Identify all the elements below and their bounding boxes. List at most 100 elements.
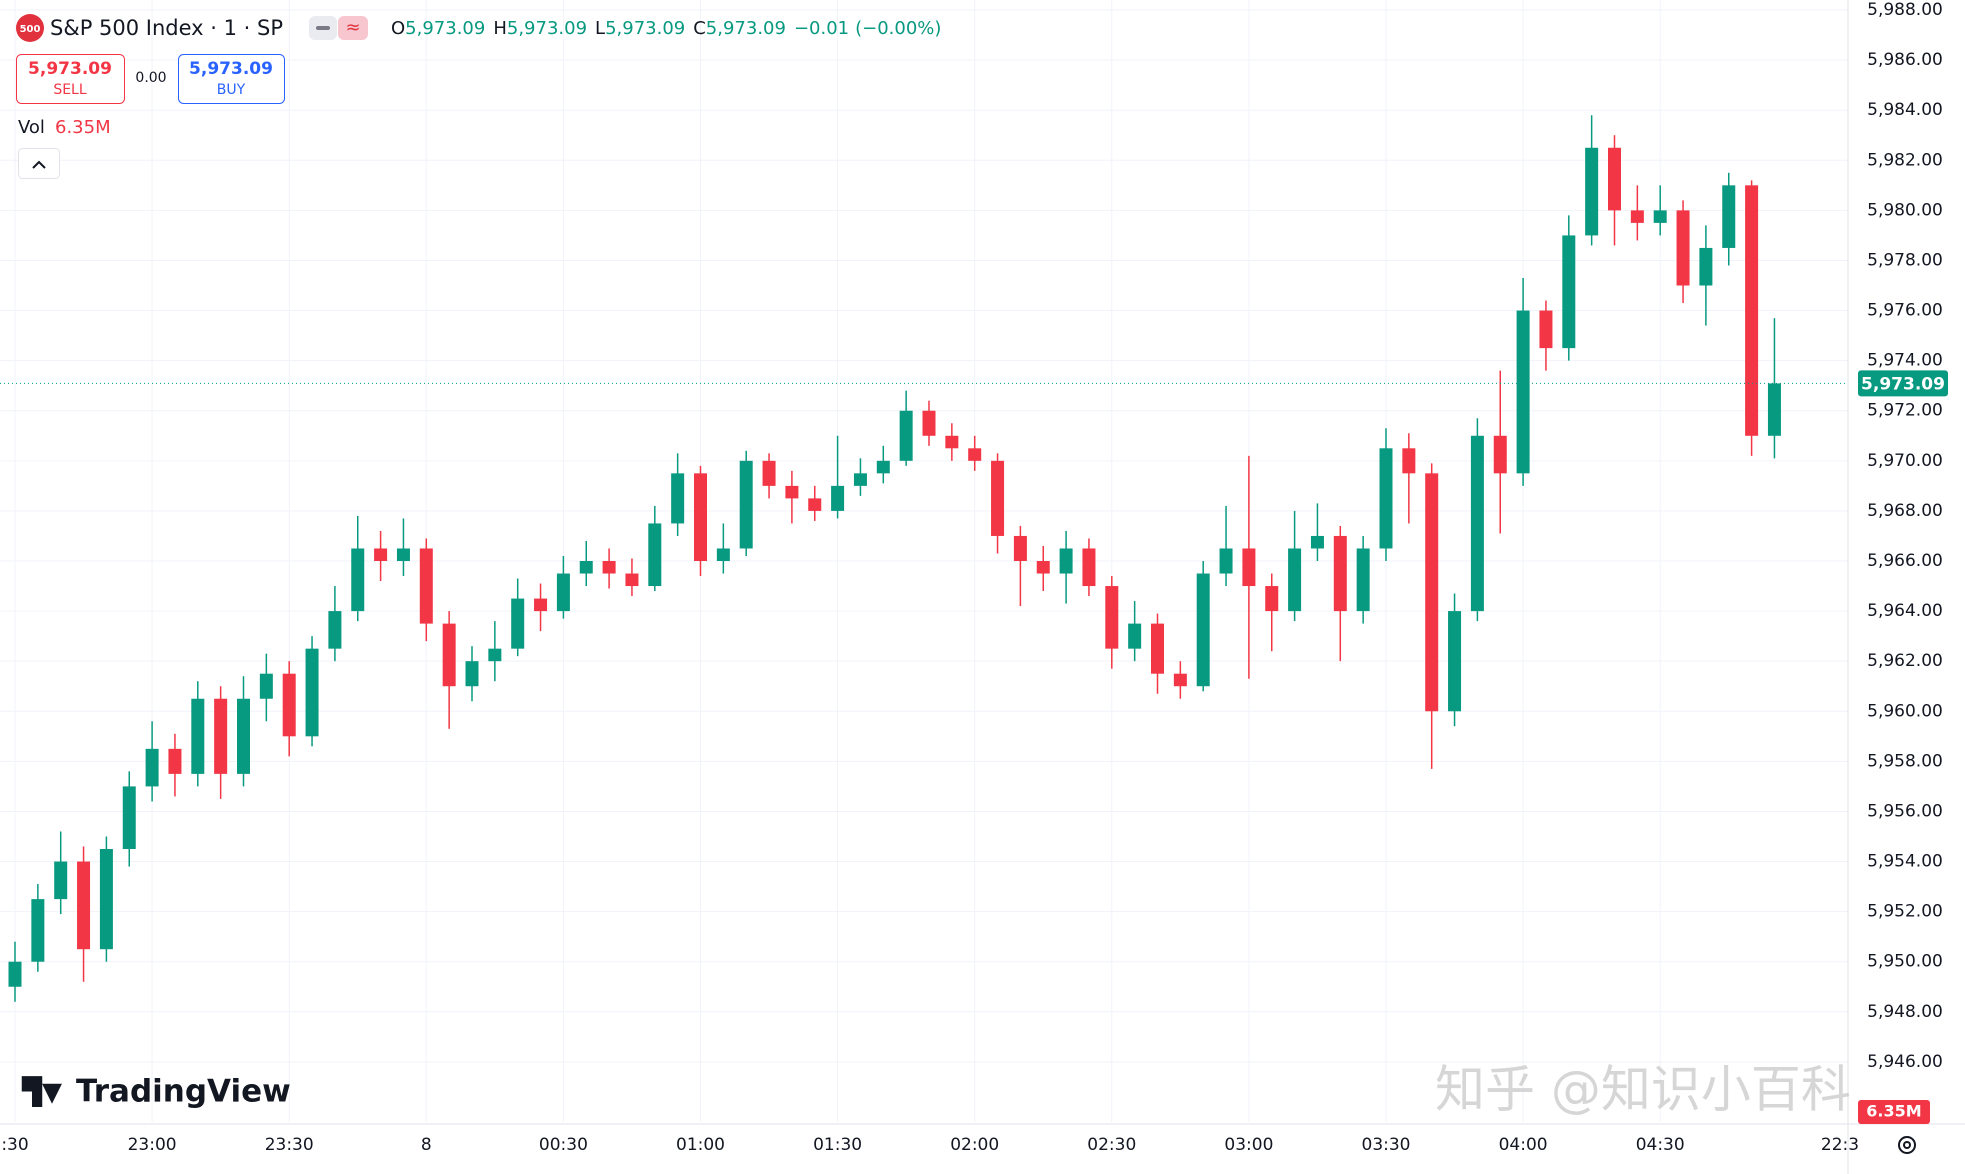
ohlc-legend: O5,973.09 H5,973.09 L5,973.09 C5,973.09 −0.0… xyxy=(391,18,941,39)
volume-label: Vol xyxy=(18,117,45,138)
candle-body xyxy=(922,410,936,436)
buy-price: 5,973.09 xyxy=(189,59,273,79)
candle-body xyxy=(945,435,959,449)
x-tick-label: 8 xyxy=(421,1135,432,1155)
candle-body xyxy=(168,748,182,774)
collapse-button[interactable] xyxy=(18,148,60,179)
candle-body xyxy=(1265,586,1279,612)
candle-body xyxy=(739,460,753,549)
x-tick-label: 04:30 xyxy=(1636,1135,1685,1155)
y-tick-label: 5,948.00 xyxy=(1867,1002,1943,1022)
candle-body xyxy=(579,561,593,574)
candle-body xyxy=(122,786,136,850)
y-tick-label: 5,952.00 xyxy=(1867,902,1943,922)
brand-watermark: TradingView xyxy=(76,1074,291,1110)
candle-body xyxy=(305,648,319,737)
toggle-icon xyxy=(316,26,330,30)
buy-label: BUY xyxy=(217,82,246,98)
logo-text: 500 xyxy=(20,24,41,35)
candle-body xyxy=(1562,235,1576,349)
compare-icon: ≈ xyxy=(345,17,360,38)
candle-body xyxy=(328,611,342,649)
candle-body xyxy=(899,410,913,461)
candle-body xyxy=(1493,435,1507,474)
ohlc-value: 5,973.09 xyxy=(405,18,485,39)
sell-button[interactable] xyxy=(16,54,125,104)
candle-body xyxy=(853,473,867,486)
candle-body xyxy=(648,523,662,587)
y-tick-label: 5,976.00 xyxy=(1867,301,1943,321)
y-tick-label: 5,950.00 xyxy=(1867,952,1943,972)
change-pct: (−0.00%) xyxy=(855,18,941,39)
candle-body xyxy=(831,485,845,511)
candle-body xyxy=(1173,673,1187,687)
candle-body xyxy=(1722,185,1736,248)
candle-body xyxy=(442,623,456,687)
y-tick-label: 5,954.00 xyxy=(1867,852,1943,872)
y-tick-label: 5,964.00 xyxy=(1867,601,1943,621)
candle-body xyxy=(214,698,228,774)
source-watermark: 知乎 @知识小百科 xyxy=(1435,1061,1851,1119)
last-price-label: 5,973.09 xyxy=(1861,374,1945,394)
y-tick-label: 5,956.00 xyxy=(1867,801,1943,821)
candle-body xyxy=(1105,586,1119,649)
symbol-title[interactable]: S&P 500 Index · 1 · SP xyxy=(50,16,283,40)
ohlc-label: O xyxy=(391,18,405,39)
y-tick-label: 5,962.00 xyxy=(1867,651,1943,671)
candle-body xyxy=(8,961,22,987)
candle-body xyxy=(1630,210,1644,223)
ohlc-label: H xyxy=(493,18,507,39)
candle-body xyxy=(1356,548,1370,612)
settings-button[interactable] xyxy=(1898,1136,1916,1154)
volume-value: 6.35M xyxy=(55,117,111,138)
candle-body xyxy=(282,673,296,737)
y-tick-label: 5,986.00 xyxy=(1867,50,1943,70)
candle-body xyxy=(54,861,68,900)
candle-body xyxy=(1516,310,1530,474)
grid xyxy=(0,0,1848,1122)
x-tick-label: 03:30 xyxy=(1362,1135,1411,1155)
volume-badge xyxy=(1858,1100,1930,1124)
volume-badge-label: 6.35M xyxy=(1866,1102,1921,1121)
candle-body xyxy=(77,861,91,950)
candle-body xyxy=(1470,435,1484,612)
candle-body xyxy=(1082,548,1096,587)
y-tick-label: 5,988.00 xyxy=(1867,0,1943,20)
candle-body xyxy=(1219,548,1233,574)
candle-body xyxy=(534,598,548,612)
change: −0.01 xyxy=(794,18,849,39)
candle-body xyxy=(1379,448,1393,549)
settings-icon xyxy=(1903,1141,1911,1149)
y-tick-label: 5,968.00 xyxy=(1867,501,1943,521)
y-tick-label: 5,970.00 xyxy=(1867,451,1943,471)
candle-body xyxy=(1699,247,1713,286)
x-tick-label: 23:30 xyxy=(265,1135,314,1155)
sell-price: 5,973.09 xyxy=(28,59,112,79)
candle-body xyxy=(99,849,113,950)
candle-body xyxy=(488,648,502,662)
candle-body xyxy=(671,473,685,524)
candle-body xyxy=(556,573,570,612)
candle-body xyxy=(1128,623,1142,649)
x-tick-label: 01:30 xyxy=(813,1135,862,1155)
compare-button[interactable] xyxy=(338,16,368,40)
y-tick-label: 5,974.00 xyxy=(1867,351,1943,371)
candle-body xyxy=(1036,561,1050,574)
y-tick-label: 5,972.00 xyxy=(1867,401,1943,421)
candle-body xyxy=(1013,535,1027,561)
candle-body xyxy=(1151,623,1164,674)
candle-body xyxy=(1676,210,1690,286)
candle-body xyxy=(351,548,365,612)
x-tick-label: :30 xyxy=(1,1135,28,1155)
y-tick-label: 5,982.00 xyxy=(1867,150,1943,170)
candle-body xyxy=(694,473,707,561)
candle-body xyxy=(1242,548,1256,587)
candle-body xyxy=(145,748,159,787)
candle-body xyxy=(716,548,730,561)
candle-body xyxy=(1196,573,1210,687)
buy-button[interactable] xyxy=(178,54,285,104)
candle-body xyxy=(419,548,433,624)
y-tick-label: 5,980.00 xyxy=(1867,200,1943,220)
